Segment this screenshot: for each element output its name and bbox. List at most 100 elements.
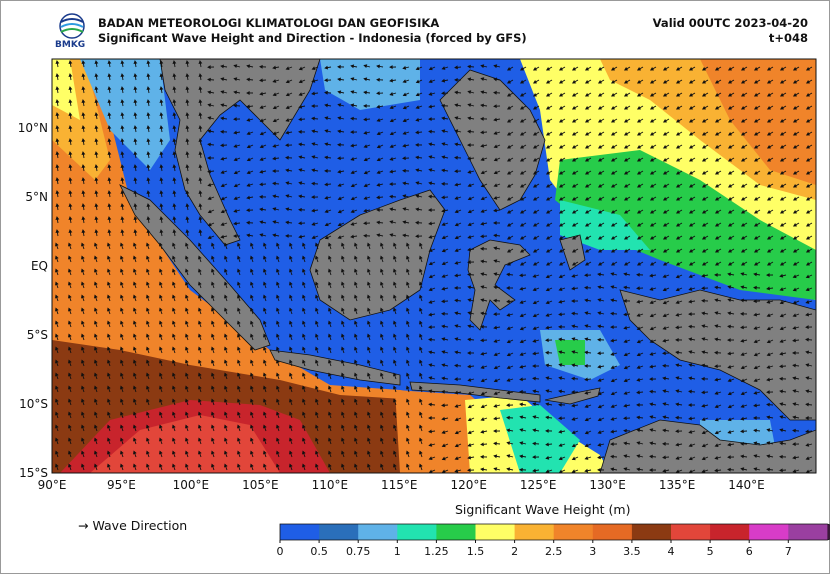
wave-arrow-head — [792, 363, 796, 368]
wave-arrow-head — [350, 196, 355, 201]
colorbar-segment — [592, 524, 633, 540]
wave-arrow-head — [714, 105, 720, 110]
wave-arrow-head — [571, 350, 576, 355]
wave-arrow-head — [584, 311, 589, 316]
wave-arrow-head — [159, 125, 164, 130]
wave-arrow-head — [766, 248, 772, 253]
wave-arrow-head — [402, 143, 407, 148]
wave-arrow-head — [519, 389, 523, 394]
wave-arrow-head — [558, 183, 564, 188]
wave-arrow-head — [441, 235, 446, 240]
wave-arrow-head — [532, 170, 538, 175]
wave-arrow-head — [315, 320, 319, 325]
wave-arrow-head — [740, 378, 745, 383]
wave-arrow-head — [623, 118, 629, 123]
wave-arrow-head — [558, 389, 563, 394]
wave-arrow-head — [675, 325, 679, 330]
wave-arrow-head — [172, 372, 176, 377]
wave-arrow-head — [276, 242, 280, 247]
wave-arrow-head — [389, 78, 393, 83]
colorbar-label: 1 — [394, 545, 401, 558]
wave-arrow-head — [519, 196, 525, 201]
wave-arrow-head — [81, 190, 86, 195]
wave-arrow-head — [328, 268, 332, 273]
wave-arrow-head — [480, 365, 485, 369]
wave-arrow-head — [133, 320, 137, 325]
wave-arrow-head — [406, 463, 410, 468]
wave-arrow-head — [237, 450, 241, 455]
wave-arrow-head — [545, 428, 549, 433]
wave-arrow-head — [792, 92, 798, 97]
wave-arrow-head — [68, 164, 73, 169]
wave-arrow-head — [146, 177, 151, 182]
wave-arrow-head — [766, 365, 771, 369]
wave-arrow-head — [68, 359, 72, 364]
wave-arrow-head — [341, 437, 345, 442]
wave-arrow-head — [380, 385, 384, 390]
wave-arrow-head — [311, 116, 315, 121]
wave-arrow-head — [779, 66, 785, 71]
wave-arrow-head — [94, 86, 99, 91]
wave-arrow-head — [68, 307, 72, 312]
wave-arrow-head — [272, 233, 277, 238]
wave-arrow-head — [532, 339, 537, 343]
wave-arrow-head — [493, 391, 498, 396]
wave-arrow-head — [250, 268, 254, 273]
wave-arrow-head — [389, 182, 393, 187]
wave-arrow-head — [337, 196, 342, 201]
wave-arrow-head — [185, 385, 189, 390]
wave-arrow-head — [519, 273, 523, 278]
wave-arrow-head — [133, 242, 137, 247]
wave-arrow-head — [328, 372, 332, 377]
wave-arrow-head — [159, 242, 163, 247]
wave-arrow-head — [94, 411, 98, 416]
wave-arrow-head — [519, 261, 525, 266]
wave-arrow-head — [701, 118, 707, 123]
wave-arrow-head — [367, 463, 371, 468]
wave-arrow-head — [324, 116, 329, 121]
wave-arrow-head — [55, 333, 59, 338]
wave-arrow-head — [623, 365, 628, 370]
wave-arrow-head — [532, 196, 538, 201]
wave-arrow-head — [532, 326, 537, 331]
wave-arrow-head — [211, 294, 215, 299]
land-halmahera — [559, 234, 586, 271]
wave-arrow-head — [727, 92, 733, 97]
wave-arrow-head — [224, 450, 228, 455]
wave-arrow-head — [315, 463, 319, 468]
wave-arrow-head — [727, 338, 731, 342]
wave-arrow-head — [367, 294, 371, 299]
wave-arrow-head — [428, 117, 432, 122]
wave-arrow-head — [714, 144, 720, 149]
wave-arrow-head — [367, 411, 371, 416]
wave-arrow-head — [792, 144, 798, 149]
wave-arrow-head — [805, 183, 811, 188]
wave-arrow-head — [120, 294, 124, 299]
wave-arrow-head — [263, 411, 267, 416]
wave-arrow-head — [393, 268, 397, 273]
wave-arrow-head — [146, 307, 150, 312]
wave-arrow-head — [610, 183, 616, 188]
wave-arrow-head — [649, 402, 654, 407]
wave-arrow-head — [467, 156, 471, 161]
wave-arrow-head — [532, 183, 538, 188]
wave-arrow-head — [172, 112, 177, 117]
wave-arrow-head — [571, 390, 575, 395]
wave-arrow-head — [571, 196, 577, 201]
wave-arrow-head — [688, 416, 692, 421]
wave-arrow-head — [636, 222, 642, 227]
wave-arrow-head — [636, 415, 640, 420]
wave-arrow-head — [393, 320, 397, 325]
wave-arrow-head — [545, 455, 550, 460]
wave-arrow-head — [493, 454, 498, 459]
wave-arrow-head — [766, 286, 770, 291]
wave-arrow-head — [792, 428, 796, 433]
wave-arrow-head — [81, 86, 86, 91]
wave-arrow-head — [68, 281, 72, 286]
wave-arrow-head — [701, 131, 707, 136]
wave-arrow-head — [805, 416, 809, 420]
wave-arrow-head — [389, 131, 394, 136]
wave-arrow-head — [224, 307, 228, 312]
wave-arrow-head — [185, 437, 189, 442]
wave-arrow-head — [805, 118, 811, 123]
